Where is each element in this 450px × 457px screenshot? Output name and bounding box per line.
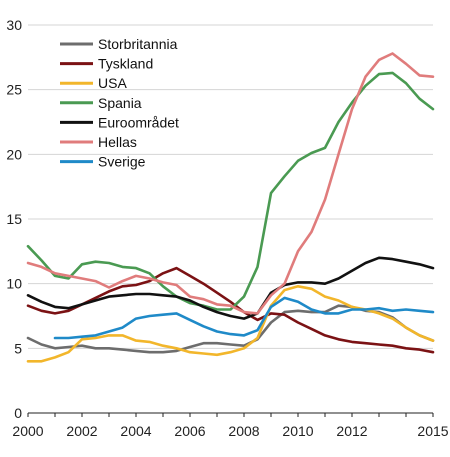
grid-lines [28, 24, 433, 349]
series-line-euroomr-det [26, 256, 435, 320]
x-tick-labels: 2000 2002 2004 2006 2008 2010 2012 2015 [12, 423, 448, 439]
y-tick-label: 25 [6, 82, 22, 98]
series-line-spania [26, 71, 435, 311]
series-lines [26, 52, 435, 363]
x-tick-label: 2002 [66, 423, 97, 439]
y-tick-label: 10 [6, 276, 22, 292]
x-tick-label: 2015 [417, 423, 448, 439]
y-tick-label: 5 [14, 340, 22, 356]
y-tick-label: 20 [6, 146, 22, 162]
legend-label: Euroområdet [98, 114, 179, 130]
y-tick-label: 30 [6, 17, 22, 33]
x-tick-label: 2004 [120, 423, 151, 439]
legend-label: Storbritannia [98, 36, 178, 52]
y-tick-labels: 0 5 10 15 20 25 30 [6, 17, 22, 421]
x-tick-label: 2006 [174, 423, 205, 439]
series-line-usa [26, 284, 435, 363]
legend-label: Tyskland [98, 56, 153, 72]
x-tick-label: 2008 [228, 423, 259, 439]
legend-label: Spania [98, 95, 142, 111]
legend-label: Sverige [98, 154, 146, 170]
series-line-hellas [26, 52, 435, 315]
y-tick-label: 0 [14, 405, 22, 421]
x-tick-label: 2000 [12, 423, 43, 439]
y-tick-label: 15 [6, 211, 22, 227]
legend-label: Hellas [98, 134, 137, 150]
legend-label: USA [98, 75, 127, 91]
x-tick-label: 2010 [282, 423, 313, 439]
axes [27, 412, 434, 417]
series-line-tyskland [26, 266, 435, 354]
legend: Storbritannia Tyskland USA Spania Euroområde… [60, 36, 179, 170]
x-tick-label: 2012 [336, 423, 367, 439]
series-line-sverige [53, 296, 435, 340]
